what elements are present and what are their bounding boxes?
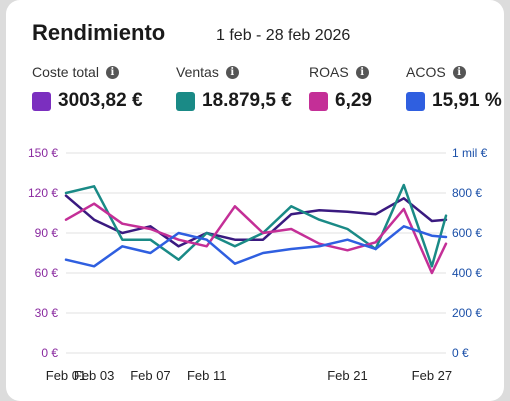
x-tick-label: Feb 03 (74, 368, 114, 383)
info-icon[interactable]: i (105, 65, 119, 79)
y-left-tick-label: 30 € (35, 306, 59, 320)
series-line-roas (64, 202, 448, 275)
y-left-tick-label: 60 € (35, 266, 59, 280)
metric-label: ROAS (309, 64, 349, 80)
metric-acos[interactable]: ACOS i 15,91 % (406, 64, 502, 112)
info-icon[interactable]: i (452, 65, 466, 79)
metric-ventas[interactable]: Ventas i 18.879,5 € (176, 64, 292, 112)
metric-value: 3003,82 € (58, 90, 143, 111)
metric-roas[interactable]: ROAS i 6,29 (309, 64, 372, 112)
info-icon[interactable]: i (355, 65, 369, 79)
x-tick-label: Feb 21 (327, 368, 367, 383)
y-right-tick-label: 200 € (452, 306, 482, 320)
x-tick-label: Feb 27 (412, 368, 452, 383)
swatch-ventas (176, 91, 195, 111)
x-tick-label: Feb 01 (46, 368, 86, 383)
y-left-tick-label: 90 € (35, 226, 59, 240)
series-line-acos (64, 225, 448, 268)
x-tick-label: Feb 07 (130, 368, 170, 383)
y-left-tick-label: 150 € (28, 146, 58, 160)
y-right-tick-label: 800 € (452, 186, 482, 200)
date-range[interactable]: 1 feb - 28 feb 2026 (216, 27, 351, 44)
swatch-acos (406, 91, 425, 111)
metric-value: 15,91 % (432, 90, 502, 111)
y-right-tick-label: 600 € (452, 226, 482, 240)
metric-coste-total[interactable]: Coste total i 3003,82 € (32, 64, 143, 112)
metric-label: Coste total (32, 64, 99, 80)
line-chart[interactable]: 0 € 0 € 30 € 200 € 60 € 400 € 90 € 600 € 120 € 80… (6, 0, 504, 401)
metric-value: 18.879,5 € (202, 90, 292, 111)
y-right-tick-label: 400 € (452, 266, 482, 280)
y-right-tick-label: 0 € (452, 346, 469, 360)
info-icon[interactable]: i (225, 65, 239, 79)
performance-card: Rendimiento 1 feb - 28 feb 2026 Coste to… (6, 0, 504, 401)
x-tick-label: Feb 11 (187, 368, 227, 383)
metric-label: Ventas (176, 64, 219, 80)
swatch-roas (309, 91, 328, 111)
y-left-tick-label: 0 € (41, 346, 58, 360)
y-left-tick-label: 120 € (28, 186, 58, 200)
swatch-coste-total (32, 91, 51, 111)
metric-value: 6,29 (335, 90, 372, 111)
page-title: Rendimiento (32, 20, 166, 45)
y-right-tick-label: 1 mil € (452, 146, 488, 160)
metric-label: ACOS (406, 64, 446, 80)
